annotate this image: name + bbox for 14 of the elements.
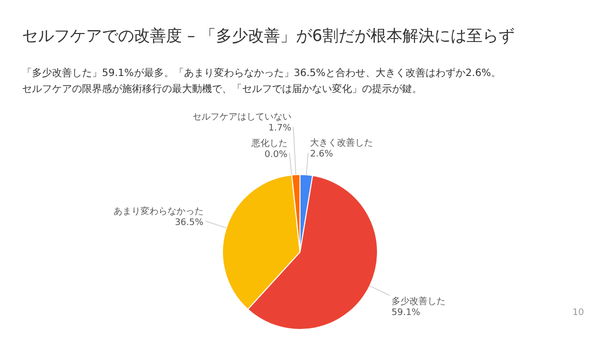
- slice-label: 多少改善した: [392, 296, 446, 308]
- slice-label: 大きく改善した: [310, 138, 374, 149]
- data-label: 36.5%: [174, 218, 204, 228]
- text: 10: [572, 308, 584, 318]
- data-label: 1.7%: [268, 124, 292, 134]
- data-label: 59.1%: [392, 308, 421, 318]
- text: セルフケアの限界感が施術移行の最大動機で、「セルフでは届かない変化」の提示が鍵。: [22, 82, 422, 97]
- text: 0.0%: [264, 150, 288, 160]
- category-label: 悪化した: [251, 138, 288, 149]
- chart-title: セルフケアでの改善度 – 「多少改善」が6割だが根本解決には至らず: [22, 26, 514, 47]
- chart-subtitle: 「多少改善した」59.1%が最多。「あまり変わらなかった」36.5%と合わせ、大きく改善はわずか2.6%。: [22, 66, 501, 81]
- slice-label: セルフケアはしていない: [192, 112, 292, 123]
- slice-label: あまり変わらなかった: [113, 206, 204, 217]
- data-label: 2.6%: [310, 150, 334, 160]
